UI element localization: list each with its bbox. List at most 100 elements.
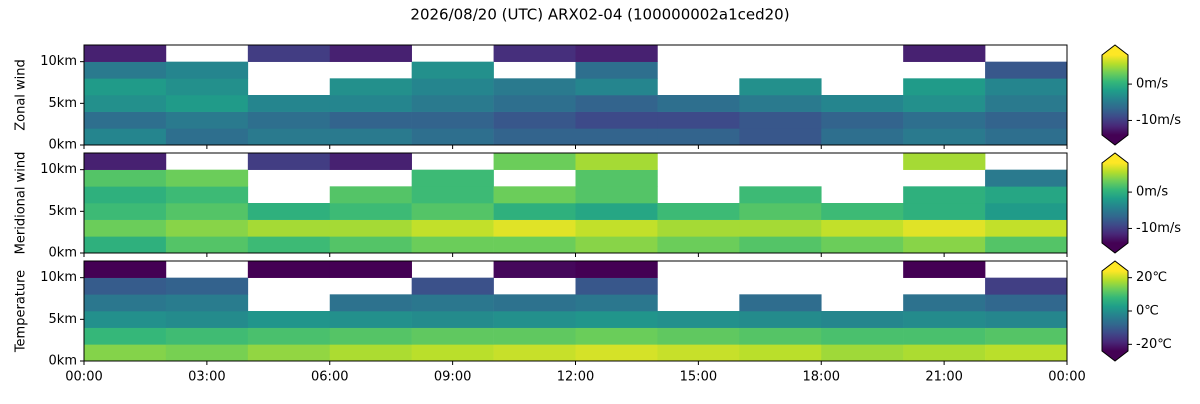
heatmap-cell bbox=[739, 95, 822, 112]
heatmap-cell bbox=[985, 128, 1068, 146]
heatmap-cell bbox=[493, 294, 576, 312]
heatmap-cell bbox=[821, 95, 904, 112]
heatmap-cell bbox=[821, 344, 904, 362]
heatmap-cell bbox=[411, 78, 494, 96]
heatmap-cell bbox=[821, 128, 904, 146]
heatmap-cell bbox=[985, 277, 1068, 295]
heatmap-cell bbox=[84, 78, 167, 96]
x-tick-label: 06:00 bbox=[311, 370, 348, 385]
colorbar-extend-top bbox=[1102, 153, 1128, 163]
heatmap-cell bbox=[739, 186, 822, 204]
heatmap-cell bbox=[329, 95, 412, 112]
heatmap-cell bbox=[985, 294, 1068, 312]
y-tick-label: 0km bbox=[49, 354, 77, 369]
heatmap-cell bbox=[903, 153, 986, 170]
heatmap-cell bbox=[247, 236, 331, 254]
colorbar-frame bbox=[1101, 152, 1129, 254]
heatmap-cell bbox=[493, 311, 576, 328]
heatmap-cell bbox=[575, 95, 658, 112]
heatmap-cell bbox=[329, 294, 412, 312]
heatmap-cell bbox=[739, 294, 822, 312]
heatmap-cell bbox=[903, 344, 986, 362]
heatmap-cell bbox=[84, 61, 167, 79]
heatmap-cell bbox=[657, 219, 740, 237]
heatmap-cell bbox=[985, 61, 1068, 79]
heatmap-cell bbox=[575, 294, 658, 312]
colorbar bbox=[1102, 271, 1128, 351]
heatmap-cell bbox=[821, 236, 904, 254]
heatmap-cell bbox=[493, 78, 576, 96]
heatmap-cell bbox=[739, 128, 822, 146]
y-tick-label: 0km bbox=[49, 246, 77, 261]
heatmap-cell bbox=[84, 45, 167, 62]
heatmap-cell bbox=[903, 128, 986, 146]
heatmap-cell bbox=[165, 128, 249, 146]
heatmap-cell bbox=[411, 277, 494, 295]
heatmap-cell bbox=[411, 327, 494, 345]
heatmap-cell bbox=[247, 45, 331, 62]
heatmap-cell bbox=[657, 311, 740, 328]
heatmap-cell bbox=[329, 111, 412, 129]
x-tick-label: 00:00 bbox=[65, 370, 102, 385]
heatmap-cell bbox=[411, 344, 494, 362]
heatmap-cell bbox=[411, 169, 494, 187]
heatmap-cell bbox=[739, 327, 822, 345]
heatmap-cell bbox=[84, 186, 167, 204]
heatmap-cell bbox=[165, 111, 249, 129]
heatmap-cell bbox=[575, 169, 658, 187]
heatmap-cell bbox=[903, 111, 986, 129]
heatmap-cell bbox=[985, 344, 1068, 362]
heatmap-cell bbox=[985, 169, 1068, 187]
heatmap-cell bbox=[575, 153, 658, 170]
heatmap-cell bbox=[657, 128, 740, 146]
heatmap-cell bbox=[411, 186, 494, 204]
heatmap-cell bbox=[575, 61, 658, 79]
heatmap-cell bbox=[84, 203, 167, 220]
heatmap-cell bbox=[84, 153, 167, 170]
heatmap-cell bbox=[657, 327, 740, 345]
heatmap-cell bbox=[903, 261, 986, 278]
heatmap-cell bbox=[247, 327, 331, 345]
x-tick-label: 18:00 bbox=[803, 370, 840, 385]
colorbar bbox=[1102, 55, 1128, 135]
heatmap-cell bbox=[575, 327, 658, 345]
y-axis-label: Temperature bbox=[14, 270, 29, 353]
heatmap-cell bbox=[329, 261, 412, 278]
colorbar-extend-top bbox=[1102, 45, 1128, 55]
heatmap-cell bbox=[985, 311, 1068, 328]
heatmap-cell bbox=[903, 311, 986, 328]
heatmap-cell bbox=[821, 203, 904, 220]
heatmap-cell bbox=[247, 153, 331, 170]
heatmap-cell bbox=[411, 236, 494, 254]
heatmap-cell bbox=[821, 327, 904, 345]
heatmap-cell bbox=[329, 45, 412, 62]
heatmap-cell bbox=[903, 327, 986, 345]
heatmap-cell bbox=[165, 203, 249, 220]
heatmap-cell bbox=[575, 277, 658, 295]
heatmap-cell bbox=[493, 327, 576, 345]
heatmap-cell bbox=[84, 344, 167, 362]
heatmap-cell bbox=[84, 236, 167, 254]
colorbar-tick-label: 0℃ bbox=[1136, 304, 1159, 319]
heatmap-cell bbox=[329, 236, 412, 254]
heatmap-cell bbox=[821, 111, 904, 129]
x-tick-label: 15:00 bbox=[680, 370, 717, 385]
heatmap-cell bbox=[493, 186, 576, 204]
heatmap-cell bbox=[411, 128, 494, 146]
heatmap-cell bbox=[84, 277, 167, 295]
heatmap-cell bbox=[903, 219, 986, 237]
heatmap-cell bbox=[493, 236, 576, 254]
heatmap-cell bbox=[84, 327, 167, 345]
heatmap-cell bbox=[165, 186, 249, 204]
heatmap-cell bbox=[247, 95, 331, 112]
heatmap-cell bbox=[575, 219, 658, 237]
heatmap-cell bbox=[165, 169, 249, 187]
heatmap-cell bbox=[165, 219, 249, 237]
heatmap-cell bbox=[985, 327, 1068, 345]
heatmap-cell bbox=[493, 95, 576, 112]
heatmap-cell bbox=[329, 311, 412, 328]
heatmap-cell bbox=[493, 45, 576, 62]
heatmap-cell bbox=[411, 111, 494, 129]
heatmap-cell bbox=[329, 128, 412, 146]
